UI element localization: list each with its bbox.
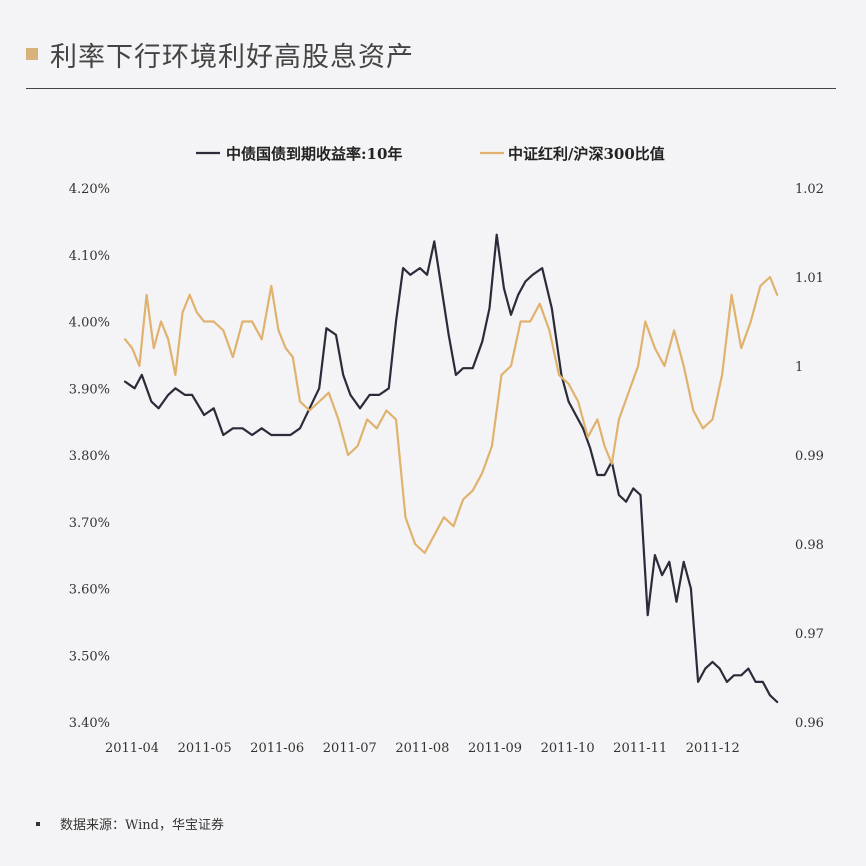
chart-header: 利率下行环境利好高股息资产 bbox=[26, 30, 414, 78]
x-tick-label: 2011-06 bbox=[250, 741, 304, 756]
left-tick-label: 3.90% bbox=[69, 382, 110, 397]
x-tick-label: 2011-05 bbox=[178, 741, 232, 756]
right-y-axis: 0.96 0.97 0.98 0.99 1 1.01 1.02 bbox=[795, 182, 824, 731]
right-tick-label: 1.01 bbox=[795, 271, 824, 286]
x-axis: 2011-04 2011-05 2011-06 2011-07 2011-08 2011-… bbox=[105, 741, 740, 756]
legend: 中债国债到期收益率:10年 中证红利/沪深300比值 bbox=[196, 145, 665, 163]
source-text: 数据来源：Wind，华宝证券 bbox=[60, 818, 224, 833]
series-line-left bbox=[123, 233, 779, 704]
right-tick-label: 0.99 bbox=[795, 449, 824, 464]
x-tick-label: 2011-07 bbox=[323, 741, 377, 756]
x-tick-label: 2011-09 bbox=[468, 741, 522, 756]
x-tick-label: 2011-08 bbox=[395, 741, 449, 756]
chart-title: 利率下行环境利好高股息资产 bbox=[50, 41, 414, 73]
right-tick-label: 1.02 bbox=[795, 182, 824, 197]
x-tick-label: 2011-04 bbox=[105, 741, 159, 756]
left-tick-label: 4.00% bbox=[69, 316, 110, 331]
left-y-axis: 3.40% 3.50% 3.60% 3.70% 3.80% 3.90% 4.00% 4.10%… bbox=[69, 182, 110, 731]
left-tick-label: 3.60% bbox=[69, 583, 110, 598]
bullet-icon bbox=[36, 821, 40, 826]
left-tick-label: 4.20% bbox=[69, 182, 110, 197]
x-tick-label: 2011-12 bbox=[686, 741, 740, 756]
right-tick-label: 0.96 bbox=[795, 716, 824, 731]
title-marker-icon bbox=[26, 48, 38, 60]
left-tick-label: 3.50% bbox=[69, 649, 110, 664]
right-tick-label: 0.98 bbox=[795, 538, 824, 553]
legend-label: 中证红利/沪深300比值 bbox=[508, 145, 665, 163]
left-tick-label: 4.10% bbox=[69, 249, 110, 264]
title-divider bbox=[26, 88, 836, 89]
legend-label: 中债国债到期收益率:10年 bbox=[226, 145, 402, 163]
series-lines bbox=[123, 233, 779, 704]
left-tick-label: 3.40% bbox=[69, 716, 110, 731]
x-tick-label: 2011-10 bbox=[541, 741, 595, 756]
x-tick-label: 2011-11 bbox=[613, 741, 667, 756]
left-tick-label: 3.70% bbox=[69, 516, 110, 531]
right-tick-label: 0.97 bbox=[795, 627, 824, 642]
right-tick-label: 1 bbox=[795, 360, 803, 375]
source-note: 数据来源：Wind，华宝证券 bbox=[36, 814, 224, 833]
series-line-right bbox=[123, 275, 779, 555]
left-tick-label: 3.80% bbox=[69, 449, 110, 464]
